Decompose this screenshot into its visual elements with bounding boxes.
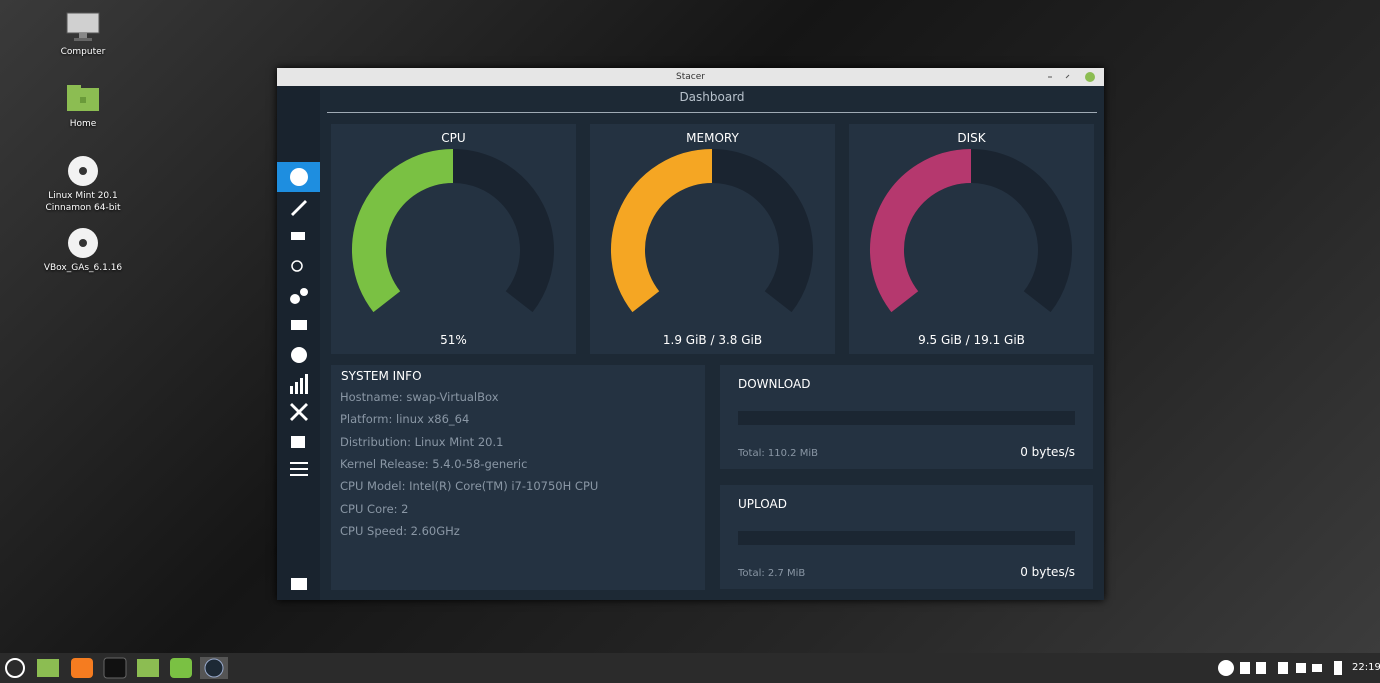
info-item: CPU Speed: 2.60GHz [340,523,460,538]
tray-icons[interactable] [1216,659,1346,677]
gauge-label: CPU [441,131,466,145]
desktop-label[interactable]: Linux Mint 20.1 Cinnamon 64-bit [45,191,121,213]
network-total: Total: 2.7 MiB [738,568,806,579]
gauge-fill [611,149,713,313]
gauge-fill [870,149,972,313]
network-panel: UPLOAD Total: 2.7 MiB 0 bytes/s [720,485,1093,589]
window-controls[interactable] [1038,71,1098,83]
system-info-title: SYSTEM INFO [341,369,422,383]
info-item: Kernel Release: 5.4.0-58-generic [340,456,528,471]
nav-icons[interactable] [277,162,320,602]
stacer-window: Stacer Dashboard SYSTEM IN [277,68,1104,600]
info-item: CPU Model: Intel(R) Core(TM) i7-10750H C… [340,479,599,494]
window-title: Stacer [676,72,705,82]
title-bar: Stacer [277,68,1104,86]
network-bar [738,531,1075,545]
taskbar: 22:19 [0,653,1380,683]
info-item: Hostname: swap-VirtualBox [340,390,499,404]
network-total: Total: 110.2 MiB [738,448,818,459]
network-rate: 0 bytes/s [1020,445,1075,459]
network-panel: DOWNLOAD Total: 110.2 MiB 0 bytes/s [720,365,1093,469]
computer-icon[interactable] [66,12,100,42]
network-bar [738,411,1075,425]
gauge-value: 51% [440,333,467,347]
network-rate: 0 bytes/s [1020,565,1075,579]
desktop-label[interactable]: Home [69,119,97,129]
gauge-label: DISK [957,131,986,145]
gauge-label: MEMORY [686,131,739,145]
clock: 22:19 [1352,662,1380,673]
desktop-label[interactable]: VBox_GAs_6.1.16 [43,263,123,273]
disc-icon[interactable] [67,155,99,187]
network-title: DOWNLOAD [738,377,811,391]
network-title: UPLOAD [738,497,787,511]
system-info-panel [331,365,705,590]
gauges [331,124,1094,354]
page-title: Dashboard [679,90,745,104]
taskbar-apps[interactable] [4,657,234,679]
info-item: CPU Core: 2 [340,501,409,516]
info-item: Distribution: Linux Mint 20.1 [340,434,504,449]
disc-icon[interactable] [67,227,99,259]
sidebar [277,86,320,600]
gauge-value: 1.9 GiB / 3.8 GiB [662,333,763,347]
gauge-fill [352,149,454,313]
info-item: Platform: linux x86_64 [340,412,470,427]
divider [327,112,1097,113]
gauge-value: 9.5 GiB / 19.1 GiB [918,333,1025,347]
desktop-label[interactable]: Computer [60,47,106,57]
home-icon[interactable] [66,84,100,112]
